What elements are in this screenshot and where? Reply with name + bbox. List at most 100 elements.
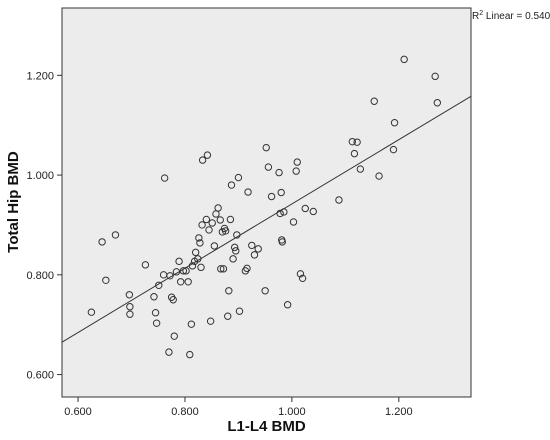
data-point	[182, 267, 190, 275]
data-point	[98, 238, 106, 246]
data-point	[224, 312, 232, 320]
data-point	[184, 278, 192, 286]
data-point	[198, 221, 206, 229]
x-tick-label: 1.200	[385, 406, 413, 418]
data-point	[203, 151, 212, 159]
data-point	[226, 215, 235, 224]
data-point	[126, 303, 134, 311]
r-squared-value: Linear = 0.540	[483, 11, 550, 22]
data-point	[275, 168, 283, 177]
data-point	[206, 317, 215, 325]
x-axis-title: L1-L4 BMD	[227, 418, 306, 435]
data-point	[230, 243, 239, 252]
data-point	[102, 276, 110, 284]
data-point	[350, 149, 359, 158]
data-point	[431, 72, 439, 81]
data-point	[214, 204, 222, 212]
data-point	[390, 119, 399, 127]
data-point	[205, 226, 213, 234]
data-point	[202, 215, 211, 224]
data-point	[155, 281, 163, 289]
data-point	[186, 350, 194, 359]
data-point	[433, 99, 442, 107]
data-point	[151, 309, 160, 317]
data-point	[389, 145, 398, 154]
x-tick-label: 0.600	[64, 406, 92, 418]
data-point	[353, 138, 361, 146]
data-point	[276, 209, 284, 218]
data-point	[348, 137, 357, 146]
y-tick-label: 0.600	[26, 370, 54, 382]
data-point	[170, 332, 178, 340]
data-point	[216, 216, 224, 224]
data-point	[227, 181, 236, 189]
data-point	[335, 196, 343, 204]
y-tick-label: 1.200	[26, 70, 54, 82]
data-point	[191, 248, 200, 257]
data-point	[176, 278, 185, 286]
data-point	[229, 255, 237, 263]
plot-area	[61, 7, 472, 398]
data-point	[370, 97, 378, 105]
data-point	[198, 156, 207, 164]
data-point	[196, 239, 204, 247]
data-point	[248, 241, 256, 250]
data-point	[87, 308, 96, 316]
data-point	[208, 219, 216, 227]
data-point	[400, 55, 408, 64]
data-point	[375, 172, 383, 180]
data-point	[280, 208, 288, 216]
y-axis-title: Total Hip BMD	[5, 151, 22, 253]
data-point	[267, 192, 276, 201]
x-tick-label: 1.000	[278, 406, 306, 418]
data-point	[250, 251, 259, 259]
data-point	[261, 287, 269, 295]
data-point	[232, 247, 240, 255]
y-tick-label: 0.800	[26, 270, 54, 282]
data-point	[225, 287, 233, 295]
data-point	[244, 188, 252, 196]
data-point	[235, 307, 244, 315]
data-point	[194, 255, 202, 263]
data-point	[262, 143, 270, 152]
data-point	[356, 165, 365, 173]
data-point	[126, 310, 134, 318]
r-squared-superscript: 2	[479, 10, 483, 17]
data-point	[210, 242, 219, 250]
data-point	[197, 263, 205, 272]
data-point	[296, 270, 305, 278]
data-point	[217, 265, 225, 273]
data-point	[152, 319, 161, 327]
y-tick-label: 1.000	[26, 170, 54, 182]
data-point	[111, 231, 120, 239]
data-point	[141, 261, 150, 269]
data-point	[150, 293, 158, 301]
data-point	[292, 167, 300, 175]
data-point	[278, 238, 286, 246]
data-point	[301, 204, 309, 213]
data-point	[188, 262, 197, 270]
data-point	[293, 158, 301, 166]
data-point	[277, 188, 285, 197]
x-tick-label: 0.800	[171, 406, 199, 418]
data-point	[309, 207, 317, 216]
data-point	[160, 174, 169, 182]
data-point	[234, 173, 243, 182]
data-point	[195, 234, 203, 242]
fit-line	[61, 95, 472, 343]
data-point	[179, 267, 188, 275]
data-point	[175, 257, 183, 266]
data-point	[298, 274, 307, 283]
data-point	[172, 268, 181, 276]
r-squared-base: R	[472, 11, 479, 22]
data-point	[243, 264, 251, 273]
data-point	[233, 231, 241, 239]
data-point	[289, 218, 298, 226]
data-point	[221, 227, 230, 235]
data-point	[165, 348, 173, 356]
data-point	[166, 272, 174, 280]
data-point	[169, 296, 177, 304]
r-squared-annotation: R2 Linear = 0.540	[472, 10, 550, 22]
data-point	[125, 291, 134, 299]
